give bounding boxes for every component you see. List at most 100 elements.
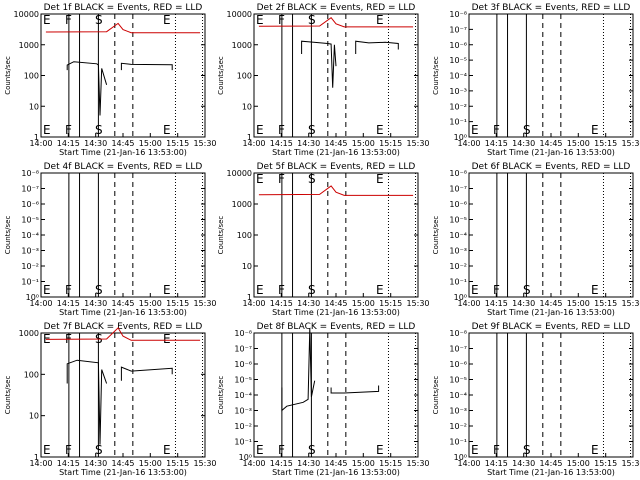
plot-frame [468,332,634,458]
x-tick-label: 14:45 [539,299,562,308]
x-tick-label: 14:00 [242,299,265,308]
y-tick-label: 10⁻⁵ [449,376,467,385]
x-tick-label: 15:30 [406,459,429,468]
x-tick-label: 15:15 [594,139,617,148]
marker-e: E [471,123,479,137]
x-tick-label: 14:45 [324,299,347,308]
series-events-line [281,327,380,412]
marker-top-e: E [163,13,171,27]
marker-f: F [65,443,72,457]
y-tick-label: 10⁻⁷ [234,345,252,354]
marker-e: E [163,123,171,137]
x-tick-label: 14:15 [57,459,80,468]
panel-title: Det 7f BLACK = Events, RED = LLD [44,322,203,332]
y-tick-label: 10⁻⁷ [21,185,39,194]
y-tick-label: 10⁻⁶ [449,200,467,209]
x-tick-label: 15:00 [567,459,590,468]
x-tick-label: 14:30 [512,459,535,468]
y-axis-label: Counts/sec [217,216,225,255]
x-tick-label: 14:30 [512,299,535,308]
marker-e: E [376,123,384,137]
marker-top-e: E [163,332,171,346]
x-tick-label: 14:30 [84,459,107,468]
panel-det-9: Det 9f BLACK = Events, RED = LLD 10⁰ 10⁻¹ 1… [432,322,640,477]
y-tick-label: 10⁻¹ [449,278,467,287]
panel-title: Det 9f BLACK = Events, RED = LLD [472,322,631,332]
plot-frame [468,13,634,138]
y-tick-label: 10⁻⁶ [234,360,252,369]
x-tick-label: 15:15 [166,459,189,468]
y-tick-label: 10⁻³ [449,247,467,256]
y-tick-label: 10⁰ [26,293,39,302]
y-tick-label: 10⁻² [449,422,467,431]
marker-e: E [43,123,51,137]
y-tick-label: 10⁻³ [21,247,39,256]
marker-top-s: S [95,13,103,27]
y-tick-label: 10⁻¹ [234,438,252,447]
y-tick-label: 10⁻³ [234,407,252,416]
marker-e: E [376,443,384,457]
marker-s: S [308,123,316,137]
panel-title: Det 3f BLACK = Events, RED = LLD [472,3,631,13]
y-tick-label: 10⁻⁷ [449,185,467,194]
y-tick-label: 10 [29,412,39,421]
x-tick-label: 14:00 [457,299,480,308]
x-axis-label: Start Time (21-Jan-16 13:53:00) [272,148,400,157]
y-tick-label: 10⁻⁸ [449,10,467,19]
marker-f: F [493,283,500,297]
x-tick-label: 14:45 [111,299,134,308]
marker-s: S [523,443,531,457]
y-tick-label: 10⁰ [454,293,467,302]
marker-e: E [43,283,51,297]
y-tick-label: 1 [34,133,39,142]
marker-s: S [95,283,103,297]
x-axis-label: Start Time (21-Jan-16 13:53:00) [272,308,400,317]
x-tick-label: 14:30 [512,139,535,148]
marker-e: E [43,443,51,457]
y-tick-label: 1000 [19,329,39,338]
marker-e: E [471,283,479,297]
y-tick-label: 1000 [232,200,252,209]
x-tick-label: 15:15 [166,139,189,148]
y-tick-label: 10⁻⁸ [234,329,252,338]
y-tick-label: 10⁰ [239,453,252,462]
panel-title: Det 6f BLACK = Events, RED = LLD [472,162,631,172]
y-tick-label: 10⁻⁷ [449,25,467,34]
y-tick-label: 10⁻⁶ [449,360,467,369]
x-tick-label: 14:15 [57,299,80,308]
plot-frame [468,172,634,298]
y-tick-label: 10⁻⁸ [449,329,467,338]
x-tick-label: 14:45 [539,459,562,468]
x-tick-label: 15:30 [193,459,216,468]
x-tick-label: 14:30 [84,139,107,148]
x-tick-label: 15:00 [139,459,162,468]
y-tick-label: 10⁻⁴ [449,72,467,81]
y-axis-label: Counts/sec [4,56,12,95]
x-tick-label: 15:30 [621,459,640,468]
y-tick-label: 10 [242,102,252,111]
series-events-line [66,359,173,445]
panel-title: Det 8f BLACK = Events, RED = LLD [257,322,416,332]
marker-e: E [591,123,599,137]
y-tick-label: 10⁻⁸ [449,169,467,178]
x-tick-label: 14:30 [84,299,107,308]
x-tick-label: 14:15 [270,139,293,148]
x-tick-label: 14:00 [29,139,52,148]
y-tick-label: 10⁻⁵ [21,216,39,225]
x-tick-label: 15:30 [193,139,216,148]
series-lld-line [258,185,414,196]
marker-f: F [65,123,72,137]
marker-e: E [256,443,264,457]
marker-top-e: E [256,172,264,186]
x-axis-label: Start Time (21-Jan-16 13:53:00) [487,148,615,157]
y-axis-label: Counts/sec [217,376,225,415]
plot-frame [253,332,419,458]
marker-top-s: S [308,172,316,186]
marker-e: E [591,443,599,457]
x-axis-label: Start Time (21-Jan-16 13:53:00) [487,468,615,477]
y-tick-label: 100 [24,72,39,81]
x-tick-label: 14:45 [539,139,562,148]
x-tick-label: 15:15 [166,299,189,308]
marker-top-s: S [308,13,316,27]
y-tick-label: 1 [34,453,39,462]
